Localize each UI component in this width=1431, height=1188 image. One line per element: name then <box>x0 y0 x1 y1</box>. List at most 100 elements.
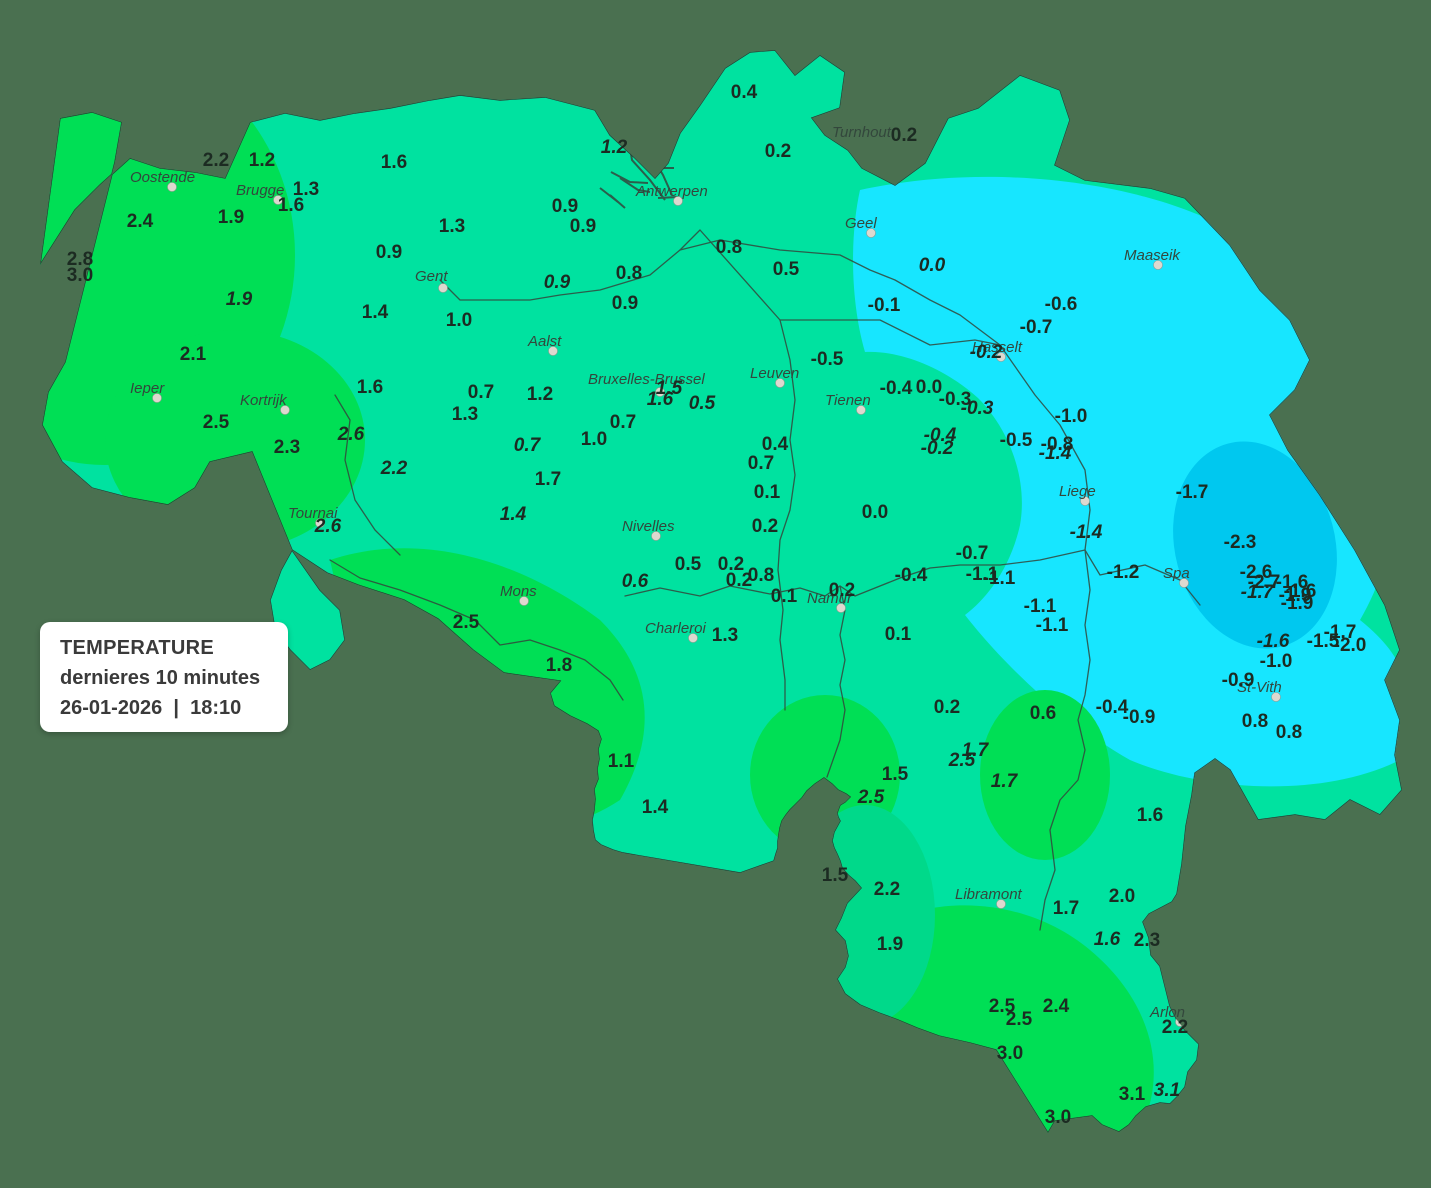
svg-text:0.5: 0.5 <box>689 393 716 414</box>
svg-text:1.9: 1.9 <box>218 207 244 228</box>
svg-text:Nivelles: Nivelles <box>622 518 675 535</box>
svg-text:0.1: 0.1 <box>771 586 798 607</box>
svg-text:Tienen: Tienen <box>825 392 871 409</box>
svg-text:-1.1: -1.1 <box>1036 615 1069 636</box>
svg-text:0.7: 0.7 <box>514 435 542 456</box>
svg-text:0.6: 0.6 <box>622 571 649 592</box>
svg-text:2.2: 2.2 <box>1162 1017 1188 1038</box>
svg-text:1.3: 1.3 <box>712 625 738 646</box>
svg-text:2.5: 2.5 <box>203 412 230 433</box>
svg-text:2.2: 2.2 <box>380 458 408 479</box>
svg-text:0.0: 0.0 <box>862 502 888 523</box>
svg-text:1.7: 1.7 <box>535 469 561 490</box>
svg-text:1.6: 1.6 <box>381 152 407 173</box>
svg-text:-0.7: -0.7 <box>1020 317 1053 338</box>
svg-text:-0.5: -0.5 <box>811 349 844 370</box>
svg-text:0.0: 0.0 <box>919 255 946 276</box>
svg-text:0.5: 0.5 <box>675 554 702 575</box>
svg-text:-0.6: -0.6 <box>1045 294 1078 315</box>
svg-text:3.0: 3.0 <box>67 265 93 286</box>
svg-text:0.9: 0.9 <box>570 216 596 237</box>
svg-text:2.2: 2.2 <box>203 150 229 171</box>
svg-text:-0.1: -0.1 <box>868 295 901 316</box>
svg-text:0.1: 0.1 <box>754 482 781 503</box>
svg-text:-1.4: -1.4 <box>1070 522 1103 543</box>
svg-text:0.4: 0.4 <box>731 82 758 103</box>
svg-text:0.2: 0.2 <box>934 697 960 718</box>
svg-text:1.6: 1.6 <box>1094 929 1121 950</box>
svg-text:2.5: 2.5 <box>453 612 480 633</box>
svg-text:1.4: 1.4 <box>500 504 527 525</box>
svg-text:0.8: 0.8 <box>1242 711 1268 732</box>
svg-text:2.0: 2.0 <box>1109 886 1135 907</box>
svg-text:-0.2: -0.2 <box>970 342 1003 363</box>
svg-text:-1.2: -1.2 <box>1107 562 1140 583</box>
svg-text:Ieper: Ieper <box>130 380 165 397</box>
svg-text:1.3: 1.3 <box>439 216 465 237</box>
svg-text:0.9: 0.9 <box>544 272 571 293</box>
svg-text:0.5: 0.5 <box>773 259 800 280</box>
svg-text:0.6: 0.6 <box>1030 703 1056 724</box>
svg-text:2.6: 2.6 <box>337 424 365 445</box>
svg-text:0.7: 0.7 <box>748 453 774 474</box>
svg-text:1.7: 1.7 <box>1053 898 1079 919</box>
svg-text:1.4: 1.4 <box>362 302 389 323</box>
svg-text:-1.1: -1.1 <box>966 564 999 585</box>
svg-text:1.9: 1.9 <box>877 934 903 955</box>
svg-text:-2.3: -2.3 <box>1224 532 1257 553</box>
svg-text:Aalst: Aalst <box>527 333 562 350</box>
svg-text:0.9: 0.9 <box>376 242 402 263</box>
svg-text:Geel: Geel <box>845 215 877 232</box>
svg-text:1.5: 1.5 <box>822 865 849 886</box>
svg-text:2.3: 2.3 <box>1134 930 1160 951</box>
svg-text:3.0: 3.0 <box>997 1043 1023 1064</box>
svg-text:1.3: 1.3 <box>452 404 478 425</box>
svg-text:2.1: 2.1 <box>180 344 207 365</box>
svg-text:0.1: 0.1 <box>885 624 912 645</box>
svg-text:-0.7: -0.7 <box>956 543 989 564</box>
svg-text:-1.0: -1.0 <box>1055 406 1088 427</box>
svg-text:0.9: 0.9 <box>612 293 638 314</box>
svg-text:1.6: 1.6 <box>1137 805 1163 826</box>
svg-text:0.8: 0.8 <box>616 263 642 284</box>
svg-text:0.8: 0.8 <box>716 237 742 258</box>
svg-text:1.4: 1.4 <box>642 797 669 818</box>
svg-text:0.7: 0.7 <box>468 382 494 403</box>
svg-text:2.4: 2.4 <box>127 211 154 232</box>
svg-text:1.5: 1.5 <box>882 764 909 785</box>
svg-text:Liege: Liege <box>1059 483 1096 500</box>
svg-text:1.6: 1.6 <box>278 195 304 216</box>
svg-text:-1.7: -1.7 <box>1241 582 1275 603</box>
svg-text:Charleroi: Charleroi <box>645 620 707 637</box>
svg-text:2.5: 2.5 <box>857 787 885 808</box>
svg-text:Oostende: Oostende <box>130 169 195 186</box>
svg-text:1.6: 1.6 <box>647 389 674 410</box>
svg-text:0.8: 0.8 <box>1276 722 1302 743</box>
svg-text:3.1: 3.1 <box>1154 1080 1180 1101</box>
svg-text:-0.9: -0.9 <box>1123 707 1156 728</box>
svg-text:2.6: 2.6 <box>314 516 342 537</box>
svg-text:0.2: 0.2 <box>765 141 791 162</box>
svg-text:1.2: 1.2 <box>249 150 275 171</box>
svg-text:1.0: 1.0 <box>446 310 472 331</box>
svg-text:3.0: 3.0 <box>1045 1107 1071 1128</box>
svg-text:Antwerpen: Antwerpen <box>635 183 708 200</box>
svg-text:-0.5: -0.5 <box>1000 430 1033 451</box>
svg-text:0.4: 0.4 <box>762 434 789 455</box>
svg-text:-2.0: -2.0 <box>1334 635 1367 656</box>
svg-text:-1.7: -1.7 <box>1176 482 1209 503</box>
svg-text:1.1: 1.1 <box>608 751 635 772</box>
svg-text:Maaseik: Maaseik <box>1124 247 1181 264</box>
svg-text:-0.9: -0.9 <box>1222 670 1255 691</box>
svg-text:Spa: Spa <box>1163 565 1190 582</box>
svg-text:0.9: 0.9 <box>552 196 578 217</box>
svg-text:Bruxelles-Brussel: Bruxelles-Brussel <box>588 371 705 388</box>
svg-text:-0.2: -0.2 <box>921 438 954 459</box>
svg-text:0.2: 0.2 <box>726 570 752 591</box>
svg-text:Libramont: Libramont <box>955 886 1023 903</box>
svg-text:-1.6: -1.6 <box>1257 631 1290 652</box>
svg-text:1.7: 1.7 <box>991 771 1019 792</box>
svg-text:2.5: 2.5 <box>1006 1009 1033 1030</box>
svg-text:-1.4: -1.4 <box>1039 443 1072 464</box>
svg-text:-1.0: -1.0 <box>1260 651 1293 672</box>
